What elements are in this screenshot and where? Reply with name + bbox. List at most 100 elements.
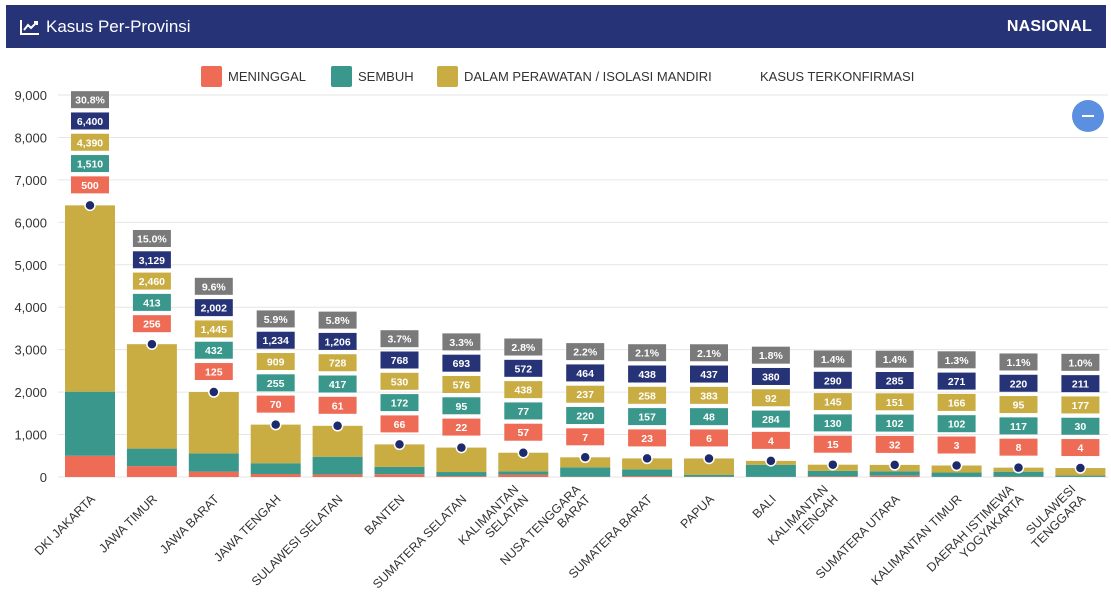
legend-swatch[interactable]: [437, 66, 458, 87]
label-sembuh-box: [1061, 417, 1100, 435]
confirmed-marker[interactable]: [950, 459, 963, 472]
scope-label-nasional[interactable]: NASIONAL: [1006, 17, 1092, 35]
bar-meninggal[interactable]: [869, 475, 920, 477]
confirmed-marker[interactable]: [827, 458, 839, 471]
bar-perawatan[interactable]: [250, 424, 301, 464]
bar-sembuh[interactable]: [312, 456, 363, 475]
confirmed-marker[interactable]: [84, 199, 96, 212]
confirmed-marker[interactable]: [1012, 461, 1025, 474]
bar-meninggal[interactable]: [498, 474, 549, 477]
bar-sembuh[interactable]: [374, 466, 425, 475]
bar-meninggal[interactable]: [65, 455, 115, 477]
label-terkonfirmasi: 1,234: [263, 335, 289, 347]
bar-sembuh[interactable]: [65, 391, 115, 456]
bar-sembuh[interactable]: [560, 467, 611, 477]
confirmed-marker[interactable]: [331, 420, 344, 432]
bar-sembuh[interactable]: [807, 470, 858, 477]
label-sembuh: 48: [703, 412, 715, 424]
label-terkonfirmasi-box: [690, 365, 728, 383]
label-terkonfirmasi: 220: [1010, 378, 1028, 390]
bar-sembuh[interactable]: [1055, 475, 1106, 477]
label-meninggal: 15: [827, 439, 839, 451]
confirmed-marker[interactable]: [208, 386, 220, 398]
bar-meninggal[interactable]: [374, 474, 425, 477]
confirmed-marker[interactable]: [455, 441, 468, 454]
label-sembuh-box: [751, 410, 790, 428]
label-sembuh: 172: [391, 398, 409, 410]
bar-meninggal[interactable]: [188, 471, 239, 477]
confirmed-marker[interactable]: [1074, 462, 1087, 474]
label-percent: 2.8%: [511, 342, 536, 354]
label-perawatan: 576: [453, 379, 471, 391]
label-terkonfirmasi: 285: [886, 376, 904, 388]
label-percent-box: [318, 311, 357, 329]
label-sembuh: 95: [456, 401, 468, 413]
label-percent: 1.4%: [883, 354, 908, 366]
bar-sembuh[interactable]: [250, 463, 301, 475]
bar-perawatan[interactable]: [65, 205, 115, 392]
label-perawatan-box: [628, 386, 667, 404]
bar-sembuh[interactable]: [126, 448, 177, 467]
label-perawatan-box: [937, 393, 976, 411]
legend-label: SEMBUH: [358, 69, 414, 84]
label-percent: 1.1%: [1007, 357, 1032, 369]
confirmed-marker[interactable]: [579, 451, 591, 464]
confirmed-marker[interactable]: [146, 338, 158, 350]
label-sembuh: 413: [143, 297, 161, 309]
confirmed-marker[interactable]: [641, 452, 653, 465]
legend-swatch[interactable]: [201, 66, 222, 87]
bar-sembuh[interactable]: [498, 471, 549, 475]
label-meninggal-box: [937, 436, 976, 454]
label-percent: 15.0%: [137, 233, 167, 245]
label-sembuh-box: [937, 415, 976, 433]
bar-sembuh[interactable]: [993, 471, 1044, 477]
label-perawatan-box: [751, 389, 790, 407]
confirmed-marker[interactable]: [765, 455, 777, 467]
label-meninggal: 500: [81, 180, 99, 192]
label-terkonfirmasi-box: [1061, 375, 1100, 393]
bar-meninggal[interactable]: [312, 474, 363, 477]
label-perawatan: 92: [765, 393, 777, 405]
label-perawatan: 177: [1072, 400, 1090, 412]
bar-sembuh[interactable]: [622, 469, 673, 477]
confirmed-marker[interactable]: [393, 438, 406, 451]
confirmed-marker[interactable]: [888, 459, 901, 471]
bar-perawatan[interactable]: [188, 392, 239, 454]
bar-meninggal[interactable]: [622, 476, 673, 477]
bar-meninggal[interactable]: [250, 474, 301, 477]
label-perawatan-box: [813, 393, 852, 411]
bar-sembuh[interactable]: [869, 471, 920, 476]
y-tick-label: 7,000: [14, 173, 47, 188]
bar-sembuh[interactable]: [188, 453, 239, 472]
label-perawatan-box: [132, 272, 171, 290]
bar-meninggal[interactable]: [807, 476, 858, 477]
bar-meninggal[interactable]: [436, 476, 487, 477]
label-percent-box: [256, 310, 295, 328]
label-percent: 5.9%: [264, 314, 289, 326]
label-meninggal-box: [628, 429, 667, 447]
label-sembuh-box: [566, 407, 605, 425]
bar-perawatan[interactable]: [684, 458, 734, 475]
bar-sembuh[interactable]: [684, 474, 734, 477]
bar-sembuh[interactable]: [436, 472, 487, 477]
label-percent: 1.4%: [821, 354, 846, 366]
bar-meninggal[interactable]: [126, 466, 177, 477]
x-tick-label: DKI JAKARTA: [32, 492, 99, 559]
confirmed-marker[interactable]: [703, 452, 715, 465]
label-perawatan: 2,460: [139, 276, 165, 288]
label-terkonfirmasi: 2,002: [201, 303, 227, 315]
label-percent-box: [442, 333, 481, 351]
bar-perawatan[interactable]: [498, 452, 549, 472]
confirmed-marker[interactable]: [517, 446, 530, 459]
label-sembuh: 130: [824, 418, 842, 430]
bar-sembuh[interactable]: [931, 472, 982, 477]
legend-swatch[interactable]: [331, 66, 352, 87]
collapse-button[interactable]: [1072, 100, 1104, 132]
label-terkonfirmasi: 572: [515, 363, 533, 375]
label-meninggal: 4: [768, 435, 774, 447]
bar-sembuh[interactable]: [745, 464, 796, 477]
bar-perawatan[interactable]: [126, 344, 177, 449]
label-terkonfirmasi: 6,400: [77, 116, 103, 128]
confirmed-marker[interactable]: [269, 418, 282, 431]
bar-perawatan[interactable]: [374, 444, 425, 467]
